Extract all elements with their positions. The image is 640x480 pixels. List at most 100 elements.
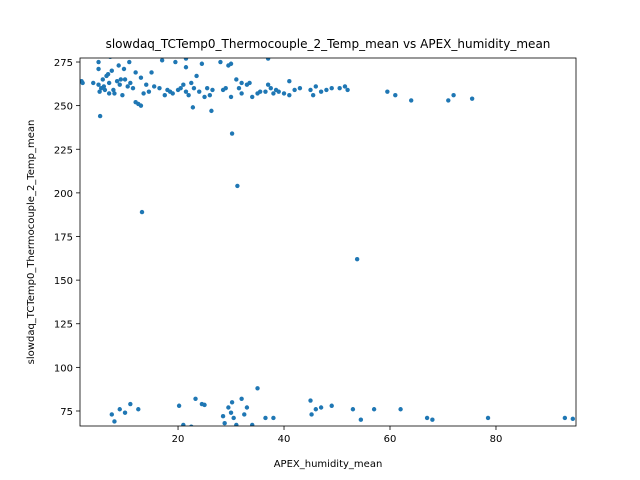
y-tick-label: 100 (54, 363, 73, 374)
point (257, 89, 263, 94)
point (183, 89, 189, 94)
point (210, 87, 215, 93)
plot-area (80, 58, 576, 426)
y-tick-label: 250 (54, 102, 73, 113)
y-tick-label: 75 (60, 407, 73, 418)
point (101, 84, 107, 89)
point (562, 415, 568, 421)
point (228, 410, 234, 415)
point (106, 91, 112, 96)
point (324, 87, 329, 93)
point (329, 85, 334, 91)
x-tick-label: 20 (172, 434, 185, 445)
point (202, 94, 207, 100)
point (358, 417, 364, 422)
point (96, 59, 101, 65)
point (226, 405, 231, 410)
point (109, 68, 114, 73)
point (102, 87, 108, 93)
point (112, 91, 117, 96)
point (244, 405, 250, 410)
point (96, 82, 101, 87)
point (183, 65, 189, 70)
point (430, 417, 435, 422)
point (138, 75, 144, 80)
point (263, 415, 268, 421)
point (313, 407, 319, 412)
point (276, 89, 281, 94)
point (371, 407, 377, 412)
point (191, 85, 197, 91)
point (318, 89, 324, 94)
point (116, 63, 121, 68)
point (308, 398, 313, 403)
chart-title: slowdaq_TCTemp0_Thermocouple_2_Temp_mean… (106, 37, 551, 51)
y-tick-label: 175 (54, 233, 73, 244)
point (570, 416, 576, 422)
point (242, 412, 247, 417)
point (170, 91, 175, 96)
point (308, 87, 313, 93)
point (141, 91, 146, 96)
y-tick-label: 200 (54, 189, 73, 200)
x-axis-label: APEX_humidity_mean (274, 459, 383, 470)
point (189, 80, 194, 86)
point (118, 77, 124, 82)
point (451, 92, 456, 98)
point (125, 84, 130, 89)
point (236, 85, 242, 91)
point (239, 91, 244, 96)
point (318, 405, 324, 410)
y-tick-label: 150 (54, 276, 73, 287)
point (235, 183, 240, 189)
point (337, 85, 342, 91)
point (228, 94, 234, 100)
point (345, 87, 350, 93)
point (281, 91, 287, 96)
point (223, 85, 228, 91)
point (136, 407, 141, 412)
point (229, 131, 235, 136)
x-tick-label: 60 (384, 434, 397, 445)
point (157, 85, 162, 91)
point (178, 85, 183, 91)
point (209, 108, 214, 114)
point (127, 59, 132, 65)
point (173, 59, 178, 65)
point (194, 73, 199, 79)
point (271, 415, 276, 421)
point (186, 92, 191, 98)
axes-frame (79, 57, 577, 427)
point (128, 401, 133, 407)
point (393, 92, 398, 98)
point (408, 98, 414, 103)
point (183, 58, 189, 61)
point (199, 61, 205, 66)
point (176, 403, 182, 408)
point (265, 58, 271, 61)
point (204, 85, 210, 91)
point (255, 386, 260, 391)
point (309, 412, 314, 417)
point (114, 79, 120, 84)
point (234, 77, 239, 82)
point (159, 58, 165, 63)
point (342, 84, 348, 89)
point (231, 415, 236, 421)
point (239, 396, 244, 401)
point (202, 402, 207, 408)
point (97, 89, 102, 94)
point (122, 77, 128, 82)
point (469, 96, 475, 101)
point (250, 422, 255, 426)
point (122, 410, 128, 415)
point (350, 407, 356, 412)
point (181, 422, 186, 426)
point (181, 82, 186, 87)
point (139, 209, 145, 215)
y-tick-label: 275 (54, 58, 73, 69)
point (128, 80, 133, 86)
point (120, 92, 125, 98)
